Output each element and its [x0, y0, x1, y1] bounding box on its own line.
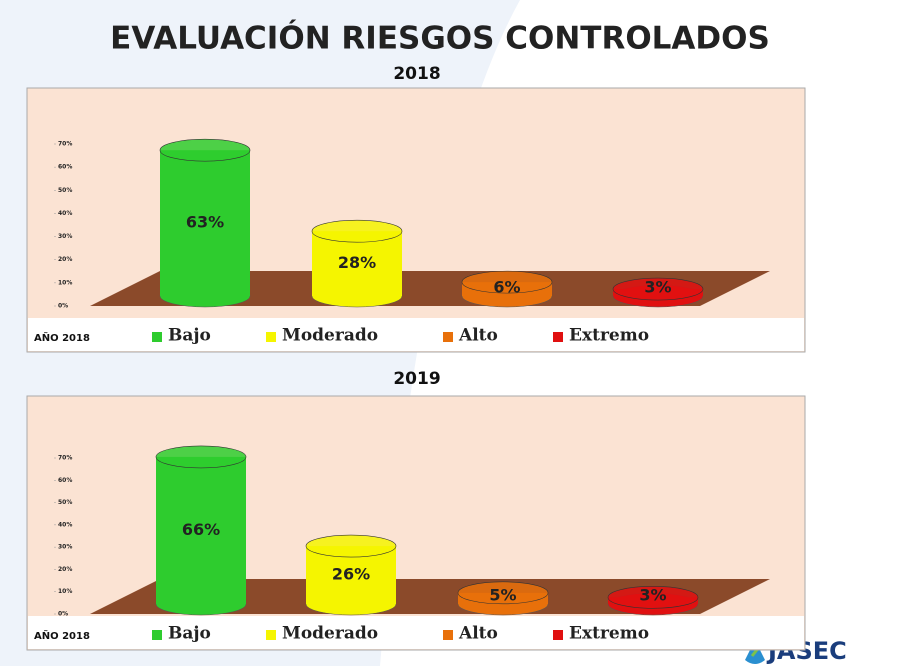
- data-label: 6%: [493, 278, 520, 297]
- y-tick-label: 0%: [58, 303, 68, 310]
- legend-title: AÑO 2018: [34, 629, 90, 642]
- y-tick-label: 50%: [58, 499, 72, 506]
- y-tick-label: 60%: [58, 477, 72, 484]
- legend-strip: [28, 318, 804, 351]
- y-tick-label: 30%: [58, 544, 72, 551]
- y-tick-label: 50%: [58, 187, 72, 194]
- data-label: 3%: [639, 586, 666, 605]
- legend-swatch: [152, 630, 162, 640]
- legend-swatch: [553, 630, 563, 640]
- legend-label: Alto: [458, 326, 498, 346]
- bar: [156, 456, 246, 604]
- legend-swatch: [152, 332, 162, 342]
- bar-cap: [612, 277, 704, 301]
- y-tick-label: 10%: [58, 588, 72, 595]
- data-label: 26%: [332, 565, 370, 584]
- floor: [90, 579, 770, 614]
- legend-swatch: [443, 332, 453, 342]
- y-tick-label: 20%: [58, 566, 72, 573]
- legend-label: Extremo: [569, 326, 649, 346]
- y-tick-label: 70%: [58, 141, 72, 148]
- bar-cap: [159, 138, 251, 162]
- data-label: 5%: [489, 586, 516, 605]
- y-tick-label: 20%: [58, 256, 72, 263]
- legend-label: Alto: [458, 624, 498, 644]
- legend-label: Moderado: [282, 326, 378, 346]
- legend-swatch: [266, 630, 276, 640]
- legend-label: Bajo: [168, 624, 211, 644]
- data-label: 66%: [182, 520, 220, 539]
- y-tick-label: 30%: [58, 233, 72, 240]
- bar-cap: [461, 270, 553, 294]
- chart-title: 2019: [393, 369, 440, 389]
- data-label: 28%: [338, 253, 376, 272]
- bar-cap: [311, 219, 403, 243]
- chart-title: 2018: [393, 64, 440, 84]
- legend-swatch: [553, 332, 563, 342]
- bar-cap: [457, 581, 549, 605]
- slide-title: EVALUACIÓN RIESGOS CONTROLADOS: [110, 20, 770, 57]
- y-tick-label: 0%: [58, 611, 68, 618]
- bar-cap: [305, 534, 397, 558]
- legend-swatch: [443, 630, 453, 640]
- bar: [160, 150, 250, 296]
- chart-frame: [26, 87, 806, 353]
- legend-label: Moderado: [282, 624, 378, 644]
- data-label: 63%: [186, 213, 224, 232]
- data-label: 3%: [644, 278, 671, 297]
- legend-strip: [28, 616, 804, 649]
- legend-label: Extremo: [569, 624, 649, 644]
- legend-title: AÑO 2018: [34, 331, 90, 344]
- bar-cap: [155, 445, 247, 469]
- bar-cap: [607, 586, 699, 609]
- legend-label: Bajo: [168, 326, 211, 346]
- y-tick-label: 40%: [58, 210, 72, 217]
- y-tick-label: 60%: [58, 164, 72, 171]
- floor: [90, 271, 770, 306]
- y-tick-label: 70%: [58, 455, 72, 462]
- y-tick-label: 10%: [58, 279, 72, 286]
- legend-swatch: [266, 332, 276, 342]
- y-tick-label: 40%: [58, 521, 72, 528]
